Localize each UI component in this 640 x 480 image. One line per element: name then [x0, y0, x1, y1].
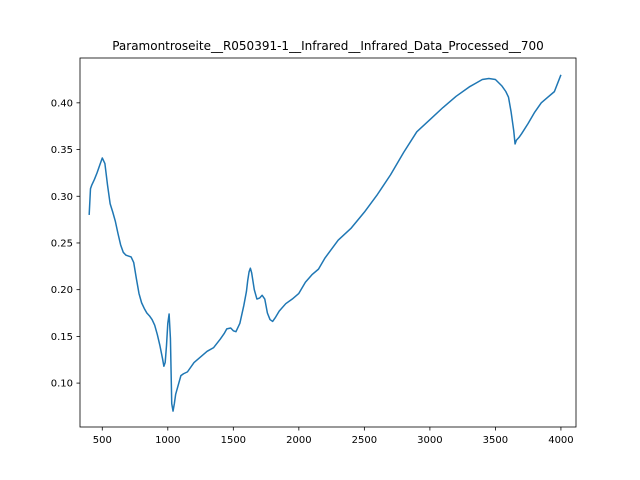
series-layer	[88, 74, 562, 412]
chart-title: Paramontroseite__R050391-1__Infrared__In…	[112, 39, 544, 53]
y-tick-label: 0.15	[51, 332, 73, 343]
y-tick-label: 0.30	[51, 192, 73, 203]
x-tick-label: 1500	[221, 435, 246, 446]
y-tick-label: 0.40	[51, 98, 73, 109]
x-tick-label: 1000	[155, 435, 180, 446]
axes: 500 1000 1500 2000 2500 3000 3500 4000 0.10 0.15 0…	[51, 57, 577, 446]
y-tick-label: 0.10	[51, 379, 73, 390]
x-tick-label: 500	[93, 435, 112, 446]
x-tick-label: 4000	[548, 435, 573, 446]
y-tick-label: 0.25	[51, 238, 73, 249]
series-line-0	[88, 74, 562, 412]
y-tick-label: 0.20	[51, 285, 73, 296]
plot-frame	[79, 57, 577, 428]
x-tick-label: 3000	[417, 435, 442, 446]
x-tick-label: 3500	[483, 435, 508, 446]
x-tick-label: 2000	[286, 435, 311, 446]
x-tick-label: 2500	[352, 435, 377, 446]
y-tick-label: 0.35	[51, 145, 73, 156]
